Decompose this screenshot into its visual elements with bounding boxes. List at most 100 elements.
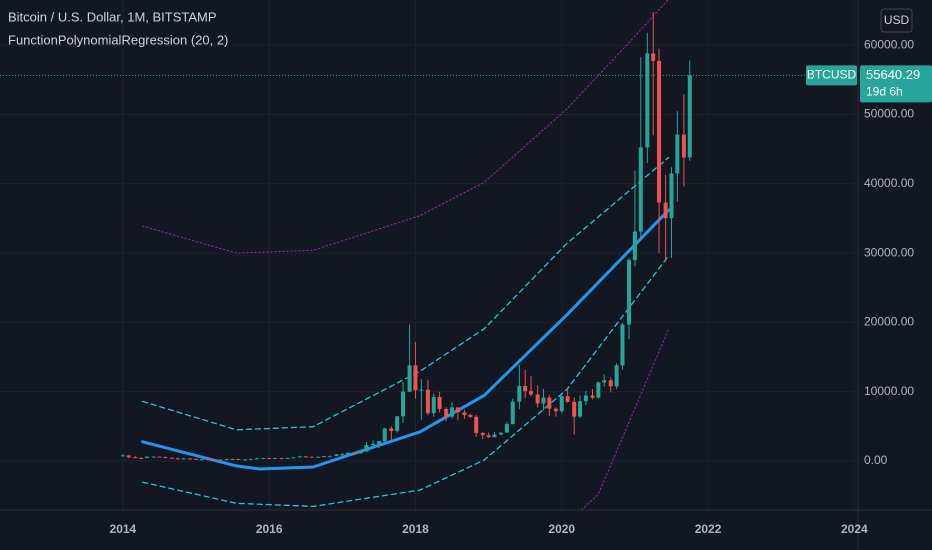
candle-body (230, 459, 235, 461)
candle-body (279, 457, 284, 459)
currency[interactable]: USD (884, 13, 910, 27)
candle-body (218, 459, 223, 461)
candle-body (608, 380, 613, 387)
candle-body (371, 443, 376, 446)
candle-body (322, 456, 327, 458)
candle-body (358, 451, 363, 454)
candle-body (517, 386, 522, 402)
candle-body (620, 324, 625, 366)
candle-body (431, 396, 436, 414)
candle-body (157, 456, 162, 458)
candle-body (169, 457, 174, 459)
candle-body (364, 445, 369, 452)
candle-body (480, 433, 485, 436)
candle-body (614, 365, 619, 387)
candle-body (389, 428, 394, 431)
candle-body (504, 424, 509, 433)
chart-title: Bitcoin / U.S. Dollar, 1M, BITSTAMP (8, 9, 217, 24)
candle-body (181, 458, 186, 460)
candle-body (687, 75, 692, 158)
price-label: 55640.29 (866, 67, 920, 82)
candle-body (541, 397, 546, 404)
candle-body (212, 459, 217, 461)
candle-body (273, 457, 278, 459)
y-tick-label: 60000.00 (864, 37, 914, 51)
candle-body (572, 401, 577, 417)
y-tick-label: 40000.00 (864, 176, 914, 190)
candle-body (261, 458, 266, 460)
candle-body (163, 456, 168, 458)
candle-body (669, 173, 674, 219)
axes: 0.00 10000.00 20000.00 30000.00 40000.00 5000… (110, 37, 915, 536)
candle-body (194, 458, 199, 460)
y-tick-label: 20000.00 (864, 315, 914, 329)
candle-body (346, 452, 351, 455)
candle-body (444, 409, 449, 417)
candle-body (468, 415, 473, 417)
regression-line (141, 156, 670, 431)
candle-body (316, 456, 321, 458)
candle-body (206, 459, 211, 461)
candle-body (565, 396, 570, 402)
candle-body (303, 456, 308, 458)
candle-body (267, 458, 272, 460)
candle-body (419, 389, 424, 391)
candle-body (297, 456, 302, 458)
candle-body (199, 459, 204, 461)
x-tick-label: 2016 (256, 522, 283, 536)
x-tick-label: 2020 (548, 522, 575, 536)
candle-body (583, 395, 588, 402)
candle-body (578, 401, 583, 417)
candle-body (126, 455, 131, 458)
candle-body (291, 457, 296, 459)
candle-body (401, 391, 406, 417)
candle-body (462, 412, 467, 416)
candle-body (175, 458, 180, 460)
candle-body (499, 432, 504, 435)
candle-body (236, 459, 241, 461)
candle-body (224, 459, 229, 461)
candle-body (413, 365, 418, 391)
y-tick-label: 30000.00 (864, 245, 914, 259)
candle-body (474, 416, 479, 434)
price-tag (860, 65, 932, 103)
candle-body (638, 147, 643, 232)
candle-body (553, 408, 558, 412)
candle-body (188, 458, 193, 460)
candle-body (120, 455, 125, 457)
candle-body (510, 401, 515, 425)
symbol-label: BTCUSD (807, 68, 857, 82)
candle-body (340, 454, 345, 456)
candle-body (632, 231, 637, 261)
candle-body (455, 407, 460, 413)
candle-body (492, 434, 497, 438)
candle-body (285, 457, 290, 459)
candle-body (327, 455, 332, 457)
candle-body (627, 260, 632, 325)
candle-body (559, 396, 564, 412)
candle-body (547, 397, 552, 409)
x-tick-label: 2022 (695, 522, 722, 536)
candle-body (425, 389, 430, 414)
x-tick-label: 2024 (841, 522, 868, 536)
candle-body (395, 416, 400, 431)
candle-body (151, 456, 156, 458)
x-tick-label: 2018 (402, 522, 429, 536)
candle-body (663, 202, 668, 219)
candle-body (657, 60, 662, 203)
candle-body (596, 382, 601, 398)
candle-body (382, 428, 387, 442)
x-tick-label: 2014 (110, 522, 137, 536)
currency-box[interactable] (880, 8, 913, 33)
indicator-label: FunctionPolynomialRegression (20, 2) (8, 32, 228, 47)
candle-body (145, 456, 150, 458)
candle-body (486, 435, 491, 438)
y-tick-label: 50000.00 (864, 107, 914, 121)
candle-body (309, 456, 314, 458)
candle-body (523, 386, 528, 392)
y-tick-label: 0.00 (864, 453, 888, 467)
y-tick-label: 10000.00 (864, 384, 914, 398)
candle-body (254, 458, 259, 460)
